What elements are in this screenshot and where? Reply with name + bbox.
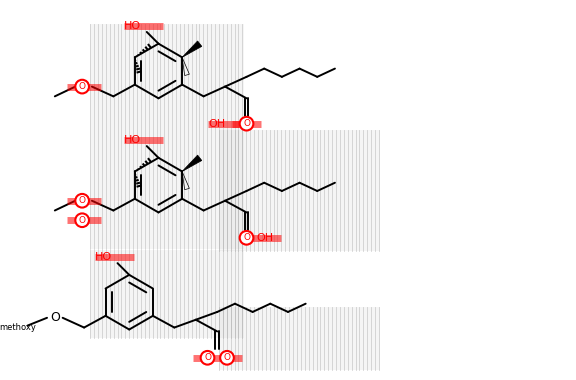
Circle shape (200, 351, 214, 365)
Circle shape (75, 214, 89, 227)
Text: O: O (79, 82, 86, 91)
Polygon shape (182, 41, 202, 57)
Bar (90, 24, 244, 249)
Bar (219, 307, 380, 370)
Text: OH: OH (208, 119, 225, 129)
Text: O: O (204, 353, 211, 362)
Circle shape (240, 231, 253, 245)
Bar (90, 250, 244, 338)
Text: O: O (79, 216, 86, 225)
Circle shape (75, 194, 89, 207)
Circle shape (75, 80, 89, 93)
Text: O: O (243, 119, 250, 128)
Text: O: O (50, 311, 60, 324)
Text: HO: HO (124, 21, 141, 31)
Polygon shape (182, 155, 202, 171)
Text: OH: OH (256, 233, 274, 243)
Circle shape (240, 117, 253, 130)
Text: O: O (223, 353, 230, 362)
Text: methoxy: methoxy (0, 323, 36, 332)
Text: HO: HO (94, 252, 112, 262)
Bar (219, 130, 380, 252)
Text: HO: HO (124, 135, 141, 145)
Text: O: O (79, 196, 86, 205)
Circle shape (220, 351, 234, 365)
Text: O: O (243, 233, 250, 242)
